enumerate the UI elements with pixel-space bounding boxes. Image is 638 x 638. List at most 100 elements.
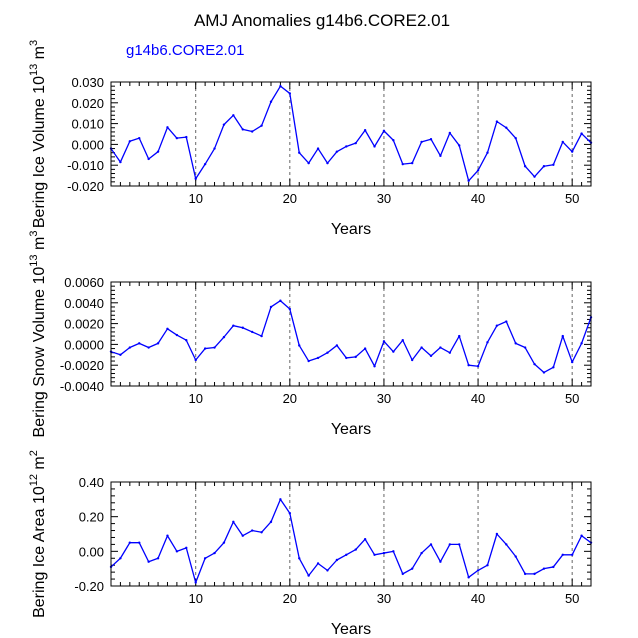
data-point-snow-volume [429, 354, 433, 358]
data-point-ice-volume [156, 150, 160, 153]
data-point-snow-volume [213, 346, 216, 349]
data-point-ice-volume [147, 157, 150, 161]
data-point-snow-volume [420, 346, 423, 349]
data-point-ice-volume [138, 136, 141, 140]
xlabel-ice-area: Years [331, 621, 371, 638]
data-point-snow-volume [373, 365, 376, 368]
data-point-snow-volume [561, 334, 564, 338]
ytick-label-snow-volume: -0.0040 [60, 379, 104, 394]
data-point-ice-area [448, 543, 452, 546]
data-point-ice-volume [326, 161, 329, 165]
data-point-ice-area [382, 551, 386, 555]
data-point-ice-area [514, 555, 517, 558]
data-point-ice-area [505, 543, 508, 546]
ytick-label-ice-area: -0.20 [74, 579, 104, 594]
data-point-ice-area [279, 498, 282, 501]
data-point-ice-area [486, 564, 489, 567]
xtick-label-ice-volume: 20 [283, 191, 297, 206]
data-point-snow-volume [232, 324, 235, 327]
data-point-ice-area [298, 557, 301, 560]
xtick-label-ice-area: 20 [283, 591, 297, 606]
data-point-ice-volume [458, 144, 461, 147]
xtick-label-ice-area: 10 [188, 591, 202, 606]
data-point-snow-volume [495, 324, 499, 327]
data-point-ice-volume [166, 126, 169, 129]
xlabel-snow-volume: Years [331, 421, 371, 438]
data-point-ice-area [373, 553, 376, 556]
data-point-ice-area [570, 553, 574, 556]
data-point-ice-volume [185, 135, 188, 139]
data-point-ice-volume [260, 124, 263, 127]
data-point-ice-area [147, 560, 150, 563]
data-point-ice-area [561, 553, 564, 556]
legend-label: g14b6.CORE2.01 [126, 42, 244, 59]
data-point-ice-volume [392, 139, 395, 142]
ytick-label-snow-volume: 0.0020 [64, 317, 104, 332]
data-point-ice-area [533, 572, 536, 576]
data-point-snow-volume [476, 365, 480, 368]
ytick-label-snow-volume: 0.0000 [64, 337, 104, 352]
data-point-ice-volume [354, 141, 357, 145]
ytick-label-ice-area: 0.40 [79, 475, 104, 490]
data-point-ice-area [429, 543, 433, 546]
data-point-ice-volume [580, 132, 583, 135]
ylabel-base: Bering Snow Volume 10 [31, 267, 48, 438]
data-point-ice-volume [429, 138, 433, 141]
data-point-snow-volume [448, 351, 452, 354]
data-point-ice-area [213, 551, 216, 555]
data-point-snow-volume [194, 358, 197, 362]
data-point-ice-volume [552, 163, 555, 166]
data-point-ice-area [307, 574, 310, 577]
data-point-ice-volume [363, 129, 367, 132]
ytick-label-ice-volume: 0.010 [71, 117, 104, 132]
data-point-ice-volume [373, 145, 376, 148]
data-point-snow-volume [307, 359, 310, 363]
data-point-ice-volume [288, 92, 292, 95]
ylabel-base: Bering Ice Volume 10 [31, 76, 48, 228]
data-point-snow-volume [288, 307, 292, 311]
data-point-ice-area [410, 567, 414, 570]
data-point-ice-volume [203, 162, 207, 166]
data-point-ice-volume [420, 140, 423, 144]
data-point-snow-volume [279, 299, 282, 302]
data-point-ice-volume [542, 165, 546, 168]
data-point-ice-area [467, 576, 470, 579]
ylabel-unit-exponent: 2 [28, 450, 40, 456]
chart-panels: -0.020 -0.010 0.000 0.010 0.020 0.030 10 20 30 40… [28, 40, 593, 638]
xtick-label-snow-volume: 10 [188, 391, 202, 406]
data-point-ice-area [232, 520, 235, 524]
ytick-label-ice-volume: -0.010 [67, 158, 104, 173]
data-point-ice-volume [448, 131, 452, 135]
data-point-ice-volume [467, 179, 470, 182]
data-point-ice-volume [382, 129, 386, 133]
data-point-snow-volume [147, 346, 150, 349]
data-point-snow-volume [505, 320, 508, 323]
data-point-snow-volume [439, 346, 442, 349]
data-point-ice-volume [561, 140, 564, 144]
data-point-ice-area [269, 520, 273, 524]
ytick-label-ice-volume: 0.030 [71, 75, 104, 90]
data-point-ice-volume [128, 140, 132, 143]
chart-ice-volume: -0.020 -0.010 0.000 0.010 0.020 0.030 10 20 30 40… [28, 40, 593, 238]
data-point-ice-area [458, 543, 461, 546]
data-point-ice-volume [345, 145, 348, 148]
data-point-snow-volume [382, 340, 386, 343]
data-point-ice-volume [523, 165, 527, 168]
data-point-ice-area [260, 531, 263, 534]
data-point-ice-area [138, 541, 141, 544]
plot-frame-ice-area [110, 481, 592, 587]
data-point-ice-volume [175, 136, 179, 140]
data-point-snow-volume [250, 330, 254, 334]
data-point-ice-area [185, 546, 188, 550]
data-point-ice-area [401, 572, 404, 576]
data-point-snow-volume [486, 341, 489, 344]
plot-frame-snow-volume [110, 281, 592, 387]
data-point-ice-area [119, 557, 122, 560]
ylabel-ice-volume: Bering Ice Volume 1013 m3 [28, 40, 48, 228]
data-point-ice-volume [533, 175, 536, 178]
data-point-snow-volume [269, 305, 273, 309]
data-point-ice-area [439, 560, 442, 563]
data-point-snow-volume [458, 334, 461, 338]
xtick-label-ice-area: 30 [377, 591, 391, 606]
